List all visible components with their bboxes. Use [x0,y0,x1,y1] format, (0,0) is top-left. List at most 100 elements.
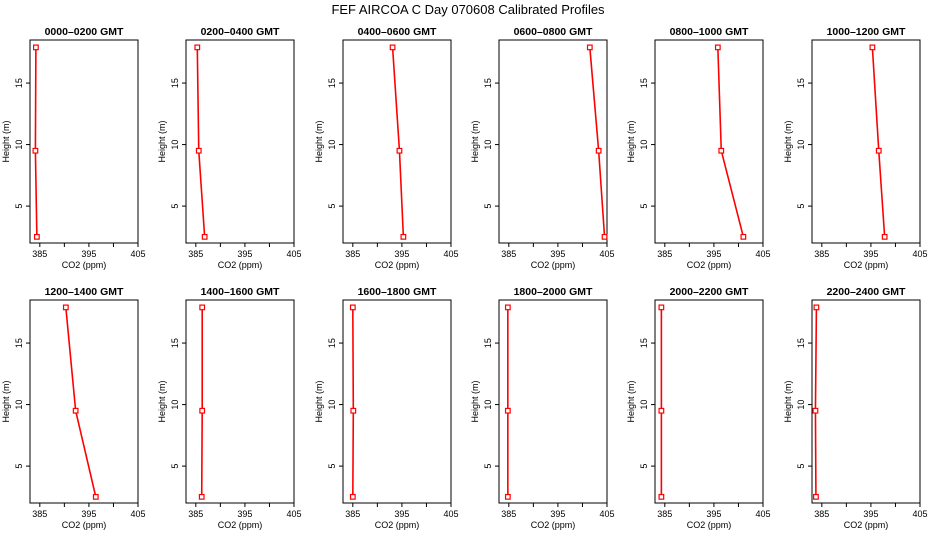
y-tick-label: 15 [170,78,180,88]
x-tick-label: 405 [599,509,614,519]
plot-frame [498,299,608,504]
profile-line [871,47,886,237]
data-point [875,147,882,154]
y-tick-label: 15 [483,338,493,348]
plot-frame [185,39,295,244]
x-axis-label: CO2 (ppm) [375,520,420,530]
x-tick-label: 405 [755,249,770,259]
data-point [198,493,205,500]
profile-line [391,47,405,237]
y-axis-label: Height (m) [626,120,636,162]
x-tick-label: 385 [32,249,47,259]
x-tick-label: 385 [345,509,360,519]
y-axis-label: Height (m) [1,380,11,422]
x-tick-label: 395 [237,249,252,259]
plot-frame [654,299,764,504]
data-point [586,44,593,51]
y-tick-label: 10 [483,140,493,150]
panel-4: 0600–0800 GMT 385 395 405 5 10 15 CO2 (ppm) Heig… [470,26,615,270]
x-tick-label: 395 [706,249,721,259]
y-tick-label: 15 [327,338,337,348]
x-tick-label: 385 [657,509,672,519]
y-tick-label: 5 [796,204,806,209]
plot-frame [29,39,139,244]
y-axis-label: Height (m) [470,120,480,162]
data-point [92,493,99,500]
x-tick-label: 405 [286,509,301,519]
x-axis-label: CO2 (ppm) [62,260,107,270]
x-tick-label: 405 [443,509,458,519]
x-tick-label: 405 [912,249,927,259]
panel-7: 1200–1400 GMT 385 395 405 5 10 15 CO2 (ppm) Heig… [1,286,146,530]
x-tick-label: 385 [501,249,516,259]
y-tick-label: 10 [327,400,337,410]
x-tick-label: 405 [599,249,614,259]
panel-5: 0800–1000 GMT 385 395 405 5 10 15 CO2 (ppm) Heig… [626,26,771,270]
y-tick-label: 5 [170,464,180,469]
y-tick-label: 10 [639,140,649,150]
data-point [658,407,665,414]
x-tick-label: 385 [345,249,360,259]
x-tick-label: 395 [394,509,409,519]
data-point [813,304,820,311]
data-point [881,233,888,240]
panel-title: 0200–0400 GMT [201,26,280,38]
x-axis-label: CO2 (ppm) [687,260,732,270]
x-axis-label: CO2 (ppm) [531,520,576,530]
data-point [658,304,665,311]
data-point [72,407,79,414]
panel-1: 0000–0200 GMT 385 395 405 5 10 15 CO2 (ppm) Heig… [1,26,146,270]
panel-title: 0400–0600 GMT [358,26,437,38]
panel-8: 1400–1600 GMT 385 395 405 5 10 15 CO2 (ppm) Heig… [157,286,302,530]
y-axis-label: Height (m) [1,120,11,162]
y-tick-label: 5 [639,204,649,209]
x-axis-label: CO2 (ppm) [62,520,107,530]
x-axis-label: CO2 (ppm) [531,260,576,270]
x-axis-label: CO2 (ppm) [375,260,420,270]
data-point [62,304,69,311]
y-tick-label: 5 [327,464,337,469]
x-tick-label: 385 [188,249,203,259]
y-tick-label: 5 [796,464,806,469]
plot-frame [811,299,921,504]
data-point [601,233,608,240]
data-point [714,44,721,51]
x-tick-label: 395 [550,509,565,519]
data-point [718,147,725,154]
figure-title: FEF AIRCOA C Day 070608 Calibrated Profi… [331,2,605,17]
y-tick-label: 5 [14,464,24,469]
panel-title: 1400–1600 GMT [201,286,280,298]
panel-title: 1800–2000 GMT [514,286,593,298]
x-tick-label: 385 [188,509,203,519]
data-point [350,407,357,414]
panel-title: 1200–1400 GMT [45,286,124,298]
data-point [812,407,819,414]
data-point [199,304,206,311]
plot-frame [185,299,295,504]
y-tick-label: 15 [796,338,806,348]
x-tick-label: 385 [814,509,829,519]
x-tick-label: 385 [501,509,516,519]
y-axis-label: Height (m) [157,380,167,422]
data-point [595,147,602,154]
y-tick-label: 10 [170,140,180,150]
y-axis-label: Height (m) [314,120,324,162]
y-tick-label: 15 [796,78,806,88]
panel-title: 2000–2200 GMT [670,286,749,298]
panel-title: 1000–1200 GMT [827,26,906,38]
x-tick-label: 395 [550,249,565,259]
data-point [195,147,202,154]
y-tick-label: 10 [170,400,180,410]
y-axis-label: Height (m) [157,120,167,162]
data-point [201,233,208,240]
data-point [389,44,396,51]
y-axis-label: Height (m) [783,380,793,422]
y-tick-label: 10 [796,400,806,410]
y-tick-label: 15 [639,78,649,88]
x-tick-label: 385 [657,249,672,259]
y-axis-label: Height (m) [470,380,480,422]
plot-frame [811,39,921,244]
profile-line [589,47,606,237]
data-point [504,304,511,311]
panel-title: 1600–1800 GMT [358,286,437,298]
